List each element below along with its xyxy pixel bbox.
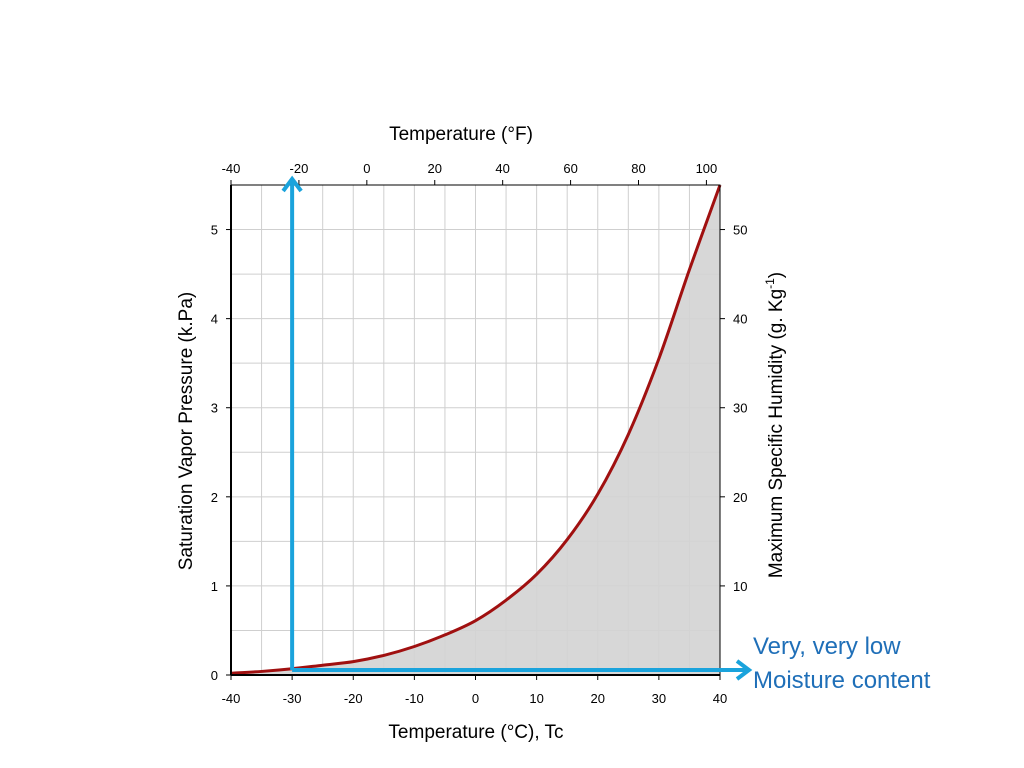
right-axis-title: Maximum Specific Humidity (g. Kg-1) xyxy=(763,272,787,578)
top-tick-label: -40 xyxy=(222,161,241,176)
bottom-tick-label: -20 xyxy=(344,691,363,706)
right-tick-label: 50 xyxy=(733,223,747,238)
left-tick-label: 4 xyxy=(211,312,218,327)
top-tick-label: -20 xyxy=(290,161,309,176)
top-tick-label: 100 xyxy=(696,161,718,176)
top-axis-title: Temperature (°F) xyxy=(389,124,533,145)
bottom-tick-label: 10 xyxy=(529,691,543,706)
bottom-tick-label: -30 xyxy=(283,691,302,706)
left-tick-label: 2 xyxy=(211,490,218,505)
right-axis-title-end: ) xyxy=(766,272,787,278)
annotation-line-2: Moisture content xyxy=(753,667,931,694)
bottom-tick-label: 40 xyxy=(713,691,727,706)
bottom-axis-title: Temperature (°C), Tc xyxy=(388,722,563,743)
top-tick-label: 20 xyxy=(428,161,442,176)
annotation xyxy=(281,175,753,681)
left-tick-label: 3 xyxy=(211,401,218,416)
right-axis-title-main: Maximum Specific Humidity (g. Kg xyxy=(766,289,787,578)
annotation-vertical-arrowhead xyxy=(281,175,303,193)
saturation-curve-line xyxy=(230,184,722,675)
left-axis-title: Saturation Vapor Pressure (k.Pa) xyxy=(176,292,197,570)
right-tick-label: 40 xyxy=(733,312,747,327)
left-tick-label: 5 xyxy=(211,223,218,238)
bottom-tick-label: -40 xyxy=(222,691,241,706)
bottom-tick-label: -10 xyxy=(405,691,424,706)
ticks xyxy=(226,180,725,680)
right-tick-label: 20 xyxy=(733,490,747,505)
curve-area-fill xyxy=(231,185,720,675)
right-axis-title-sup: -1 xyxy=(763,278,777,289)
right-tick-label: 30 xyxy=(733,401,747,416)
top-tick-label: 80 xyxy=(631,161,645,176)
annotation-line-1: Very, very low xyxy=(753,633,901,660)
annotation-horizontal-arrowhead xyxy=(735,659,753,681)
left-tick-label: 0 xyxy=(211,668,218,683)
left-tick-label: 1 xyxy=(211,579,218,594)
bottom-tick-label: 30 xyxy=(652,691,666,706)
top-tick-label: 0 xyxy=(363,161,370,176)
tick-labels: -40 -30 -20 -10 0 10 20 30 40 -40 -20 0 20 40 60 80 100 0… xyxy=(211,161,748,706)
bottom-tick-label: 0 xyxy=(472,691,479,706)
top-tick-label: 40 xyxy=(495,161,509,176)
right-tick-label: 10 xyxy=(733,579,747,594)
top-tick-label: 60 xyxy=(563,161,577,176)
bottom-tick-label: 20 xyxy=(591,691,605,706)
